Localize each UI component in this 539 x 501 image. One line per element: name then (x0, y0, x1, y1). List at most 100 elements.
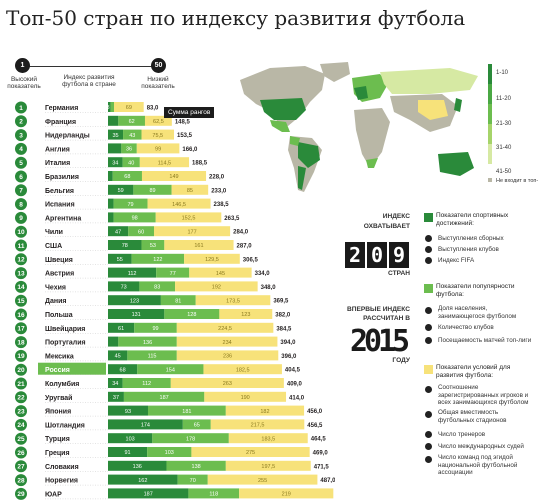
total-label: 456,5 (307, 423, 323, 429)
bar-value-label: 8 (107, 105, 110, 111)
bar-popularity (177, 474, 208, 485)
bar-sport (108, 198, 114, 209)
bar-value-label: 161 (194, 243, 203, 249)
bar-value-label: 192 (212, 285, 221, 291)
rank-label: 8 (19, 201, 23, 208)
bar-sport (108, 364, 138, 375)
total-label: 384,5 (276, 326, 292, 332)
total-label: 306,5 (243, 257, 259, 263)
bar-value-label: 45 (115, 354, 121, 360)
bar-popularity (112, 171, 142, 181)
rank-label: 19 (17, 353, 25, 360)
rank-badge (15, 239, 27, 252)
bar-value-label: 103 (126, 436, 135, 442)
bar-value-label: 187 (160, 395, 169, 401)
bar-conditions (114, 102, 144, 112)
bar-sport (108, 391, 124, 402)
bar-value-label: 70 (190, 478, 196, 484)
bar-conditions (228, 433, 308, 444)
cond-item-5: Число команд под эгидой национальной фут… (438, 454, 518, 476)
calc-line1: ВПЕРВЫЕ ИНДЕКС (346, 306, 410, 313)
country-label: Шотландия (45, 422, 85, 429)
bar-sport (108, 419, 183, 430)
index-line3: СТРАН (388, 270, 410, 277)
sport-head: Показатели спортивных достижений: (436, 212, 509, 227)
bar-popularity (122, 378, 171, 388)
total-label: 287,0 (237, 244, 253, 250)
bar-value-label: 79 (128, 202, 134, 208)
rank-label: 4 (19, 146, 23, 153)
rank-label: 2 (19, 119, 23, 126)
pop-item-1: Доля населения, занимающегося футболом (438, 305, 517, 320)
bar-value-label: 162 (138, 478, 147, 484)
population-icon (425, 307, 432, 314)
calc-line2: РАССЧИТАН В (363, 315, 410, 322)
cond-item-2: Общая вместимость футбольных стадионов (438, 409, 507, 424)
total-label: 148,5 (175, 119, 191, 125)
bar-conditions (219, 309, 273, 319)
cond-item-4: Число международных судей (438, 443, 524, 450)
rank-badge (15, 156, 27, 169)
total-label: 414,0 (289, 395, 305, 401)
country-label: Норвегия (45, 478, 78, 485)
rank-label: 11 (18, 243, 25, 250)
total-label: 228,0 (209, 175, 225, 181)
bar-value-label: 68 (124, 174, 130, 180)
bar-conditions (225, 405, 305, 416)
bar-conditions (207, 474, 318, 485)
rank-badge (15, 377, 27, 390)
bar-sport (108, 184, 134, 195)
bar-sport (108, 267, 157, 278)
bar-value-label: 263 (223, 381, 232, 387)
country-label: Турция (45, 436, 70, 443)
bar-popularity (152, 433, 229, 444)
bar-value-label: 65 (194, 423, 200, 429)
pop-item-2: Количество клубов (438, 324, 494, 331)
rank-label: 6 (19, 174, 23, 181)
players-ratio-icon (425, 386, 432, 393)
bar-value-label: 114,5 (158, 160, 171, 166)
country-label: Уругвай (45, 394, 73, 402)
stadium-icon (425, 411, 432, 418)
bar-value-label: 89 (149, 188, 155, 194)
rank-label: 29 (17, 491, 25, 498)
bar-value-label: 85 (187, 188, 193, 194)
country-label: Германия (45, 105, 78, 112)
bar-value-label: 78 (122, 243, 128, 249)
bar-value-label: 69 (126, 105, 132, 111)
bar-value-label: 73 (121, 285, 127, 291)
bar-value-label: 91 (125, 450, 131, 456)
bar-value-label: 43 (129, 133, 135, 139)
bar-popularity (134, 322, 177, 333)
country-label: Польша (45, 312, 73, 319)
index-digit-3: 9 (389, 242, 409, 268)
total-label: 471,5 (314, 464, 330, 470)
bar-value-label: 115 (148, 354, 157, 360)
map-mexico (270, 120, 290, 132)
bar-value-label: 123 (241, 312, 250, 318)
bar-sport (108, 157, 123, 168)
total-label: 284,0 (233, 230, 249, 236)
bar-popularity (121, 143, 137, 154)
rank-badge (15, 446, 27, 459)
country-label: Англия (45, 146, 70, 153)
rank-badge (15, 198, 27, 211)
total-label: 348,0 (261, 285, 277, 291)
total-label: 263,5 (224, 216, 240, 222)
total-label: 396,0 (281, 354, 297, 360)
bar-conditions (154, 226, 231, 237)
total-label: 382,0 (275, 313, 291, 319)
national-team-icon (425, 235, 432, 242)
map-western-europe (354, 86, 368, 100)
rank-label: 27 (17, 464, 25, 471)
rank-label: 3 (19, 132, 23, 139)
bar-conditions (141, 171, 207, 181)
map-legend-label: 21-30 (496, 121, 512, 127)
bar-popularity (113, 212, 156, 223)
chart: 1 Германия 6 8 69 83,02 Франция 24 62 62,5 148,53 Н… (15, 101, 335, 500)
bar-value-label: 6 (104, 105, 107, 111)
bar-value-label: 182,5 (236, 367, 250, 373)
bar-sport (108, 309, 165, 319)
bar-conditions (176, 322, 274, 333)
map-colombia (290, 136, 300, 146)
